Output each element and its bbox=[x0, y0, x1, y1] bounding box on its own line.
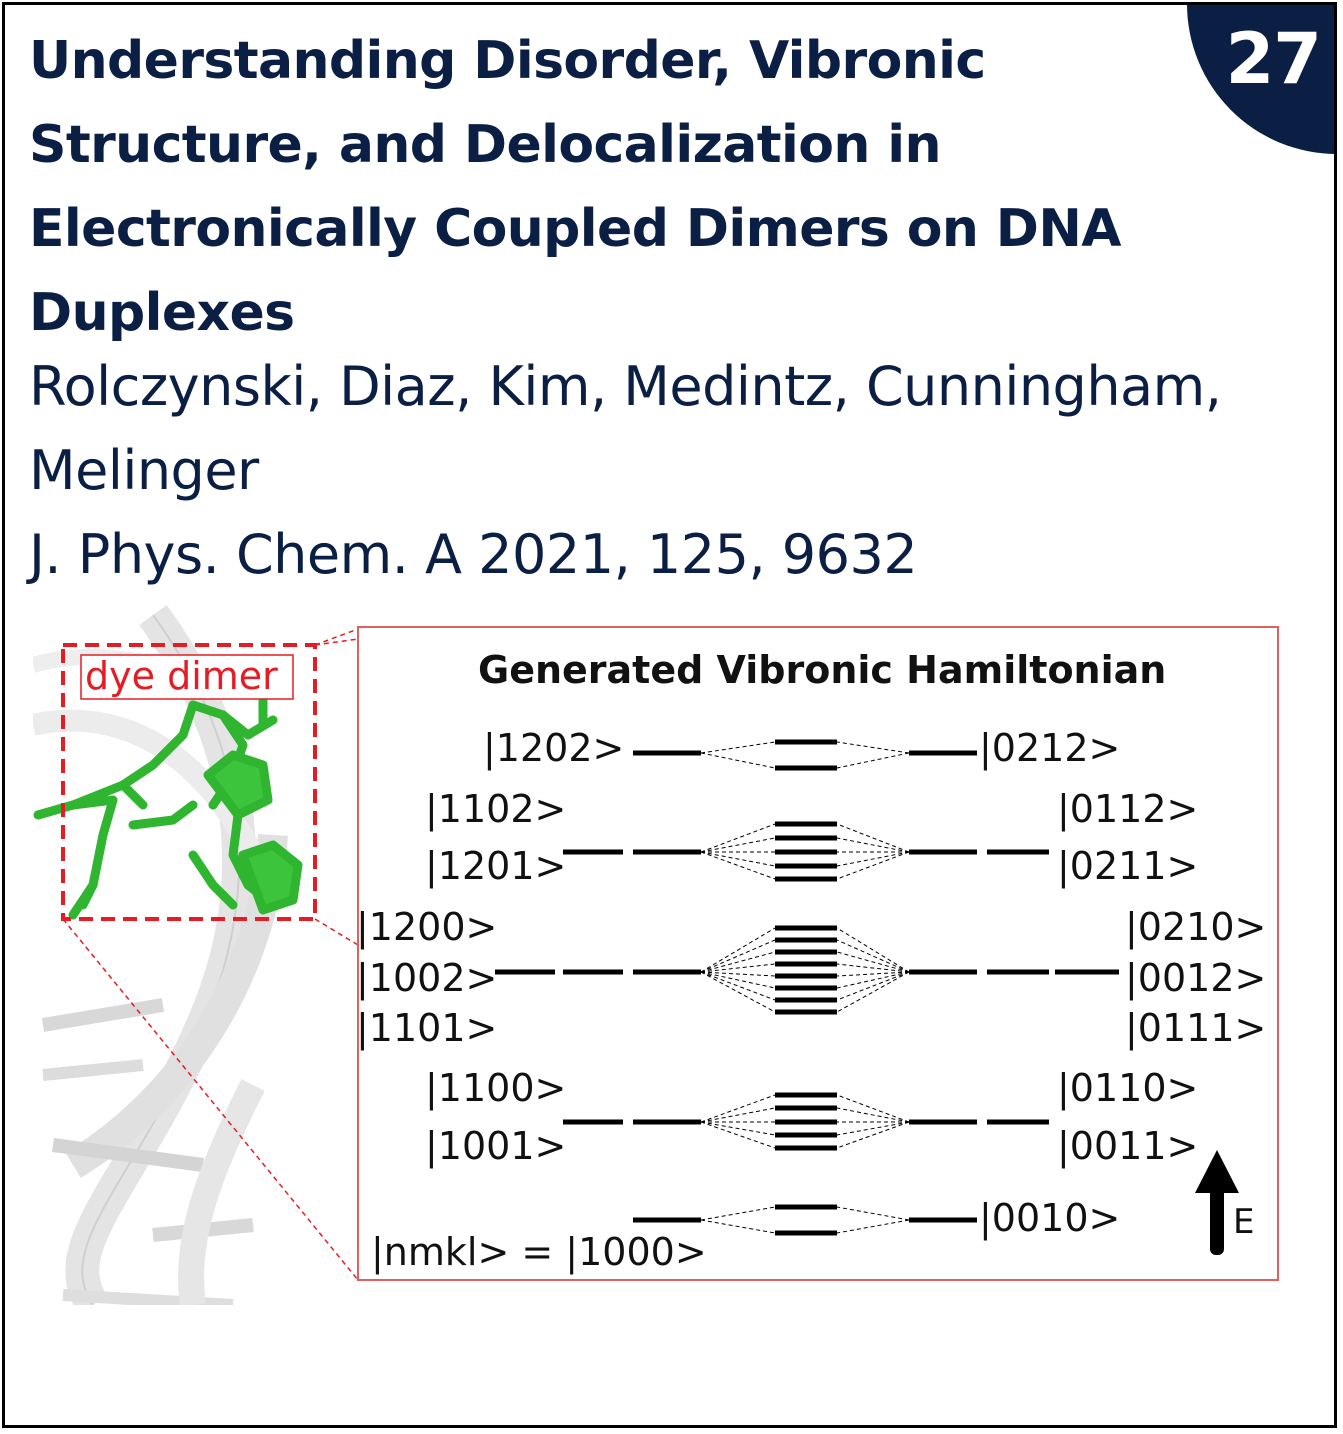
dye-molecules bbox=[33, 680, 303, 920]
state-label-0111: |0111> bbox=[1125, 1006, 1266, 1051]
basis-label: |nmkl> = |1000> bbox=[371, 1230, 707, 1275]
dye-dimer-box bbox=[61, 643, 317, 921]
state-label-0011: |0011> bbox=[1057, 1124, 1198, 1169]
paper-citation: J. Phys. Chem. A 2021, 125, 9632 bbox=[29, 523, 918, 586]
state-label-0112: |0112> bbox=[1057, 787, 1198, 832]
state-label-1001: |1001> bbox=[425, 1124, 566, 1169]
paper-title: Understanding Disorder, Vibronic Structu… bbox=[29, 31, 1122, 343]
figure-svg: dye dimer Generated Vibronic Hamiltonian bbox=[33, 605, 1279, 1305]
state-label-0212: |0212> bbox=[979, 726, 1120, 771]
state-label-0110: |0110> bbox=[1057, 1066, 1198, 1111]
energy-axis-label: E bbox=[1233, 1202, 1254, 1242]
toc-figure: dye dimer Generated Vibronic Hamiltonian bbox=[33, 605, 1293, 1305]
badge-number: 27 bbox=[1225, 18, 1322, 100]
paper-authors: Rolczynski, Diaz, Kim, Medintz, Cunningh… bbox=[29, 355, 1222, 502]
state-label-0010: |0010> bbox=[979, 1196, 1120, 1241]
dye-dimer-label: dye dimer bbox=[85, 654, 278, 698]
state-label-1200: |1200> bbox=[356, 905, 497, 950]
dna-duplex-illustration bbox=[33, 605, 288, 1305]
state-label-1002: |1002> bbox=[356, 956, 497, 1001]
zoom-line-top-inner bbox=[314, 638, 359, 646]
state-label-0211: |0211> bbox=[1057, 844, 1198, 889]
zoom-line-bottom bbox=[62, 918, 359, 1281]
zoom-line-top bbox=[314, 628, 359, 646]
dye-dimer-label-box bbox=[80, 654, 294, 700]
state-label-1201: |1201> bbox=[425, 844, 566, 889]
number-badge: 27 bbox=[1187, 5, 1334, 154]
state-label-1202: |1202> bbox=[483, 726, 624, 771]
energy-arrow-icon bbox=[1195, 1150, 1239, 1255]
state-label-0210: |0210> bbox=[1125, 905, 1266, 950]
state-label-1102: |1102> bbox=[425, 787, 566, 832]
state-label-1101: |1101> bbox=[356, 1006, 497, 1051]
state-label-0012: |0012> bbox=[1125, 956, 1266, 1001]
coupling-lines bbox=[700, 741, 910, 1234]
diagram-title: Generated Vibronic Hamiltonian bbox=[478, 648, 1166, 692]
energy-level-lines bbox=[495, 739, 1119, 1236]
state-label-1100: |1100> bbox=[425, 1066, 566, 1111]
zoom-line-mid bbox=[314, 918, 359, 946]
